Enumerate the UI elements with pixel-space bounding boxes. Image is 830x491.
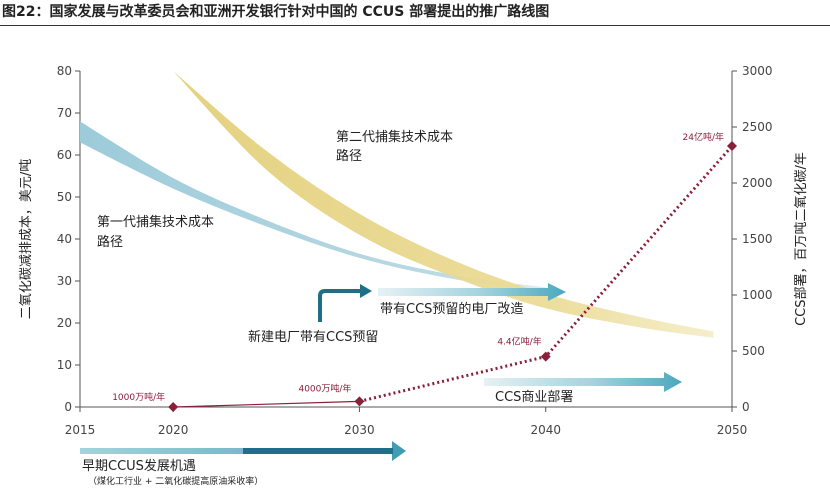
retrofit-arrow — [378, 283, 566, 301]
newbuild-bent-arrow — [318, 289, 362, 322]
deployment-labels: 1000万吨/年 4000万吨/年 4.4亿吨/年 24亿吨/年 — [112, 131, 724, 403]
left-tick-label: 0 — [64, 400, 72, 414]
x-axis-ticks: 2015 2020 2030 2040 2050 — [65, 407, 748, 437]
retrofit-label: 带有CCS预留的电厂改造 — [380, 301, 523, 317]
left-tick-label: 40 — [57, 232, 72, 246]
right-axis-ticks: 0 500 1000 1500 2000 2500 3000 — [732, 64, 773, 414]
left-tick-label: 80 — [57, 64, 72, 78]
band-first-label-line1: 第一代捕集技术成本 — [97, 214, 214, 230]
early-arrow-dark-segment — [243, 448, 393, 454]
left-axis-label: 二氧化碳减排成本，美元/吨 — [19, 159, 34, 319]
band-first-label-line2: 路径 — [97, 234, 123, 250]
right-tick-label: 3000 — [742, 64, 773, 78]
right-axis-label: CCS部署，百万吨二氧化碳/年 — [794, 152, 809, 326]
right-tick-label: 2500 — [742, 120, 773, 134]
commercial-deployment-arrow — [484, 372, 682, 392]
deployment-points — [168, 141, 737, 412]
deployment-point — [354, 396, 365, 407]
x-tick-label: 2030 — [344, 423, 375, 437]
left-tick-label: 70 — [57, 106, 72, 120]
deployment-point — [540, 351, 551, 362]
band-second-label-line1: 第二代捕集技术成本 — [336, 129, 453, 145]
early-label: 早期CCUS发展机遇 — [82, 458, 196, 474]
early-note: （煤化工行业 + 二氧化碳提高原油采收率） — [88, 475, 263, 487]
band-second-label-line2: 路径 — [336, 148, 362, 164]
x-tick-label: 2015 — [65, 423, 96, 437]
deployment-point — [727, 141, 737, 152]
newbuild-arrow-head — [360, 284, 372, 298]
deployment-point-label: 1000万吨/年 — [112, 391, 165, 403]
commercial-label: CCS商业部署 — [495, 390, 573, 405]
x-tick-label: 2040 — [530, 423, 561, 437]
deployment-point-label: 4.4亿吨/年 — [497, 336, 541, 348]
x-tick-label: 2020 — [158, 423, 189, 437]
band-first-generation — [80, 121, 546, 292]
deployment-point-label: 24亿吨/年 — [683, 131, 725, 143]
left-axis-ticks: 0 10 20 30 40 50 60 70 80 — [57, 64, 80, 414]
page-title: 图22：国家发展与改革委员会和亚洲开发银行针对中国的 CCUS 部署提出的推广路… — [0, 0, 830, 26]
left-tick-label: 50 — [57, 190, 72, 204]
right-tick-label: 1500 — [742, 232, 773, 246]
left-tick-label: 10 — [57, 358, 72, 372]
left-tick-label: 20 — [57, 316, 72, 330]
band-second-generation — [173, 71, 714, 338]
right-tick-label: 0 — [742, 400, 750, 414]
newbuild-label: 新建电厂带有CCS预留 — [248, 329, 378, 345]
deployment-line-solid — [173, 400, 360, 408]
deployment-line-dotted — [359, 145, 734, 403]
x-tick-label: 2050 — [717, 423, 748, 437]
left-tick-label: 60 — [57, 148, 72, 162]
left-tick-label: 30 — [57, 274, 72, 288]
deployment-point-label: 4000万吨/年 — [298, 382, 351, 394]
deployment-point — [168, 402, 179, 412]
right-tick-label: 2000 — [742, 176, 773, 190]
right-tick-label: 500 — [742, 344, 765, 358]
right-tick-label: 1000 — [742, 288, 773, 302]
